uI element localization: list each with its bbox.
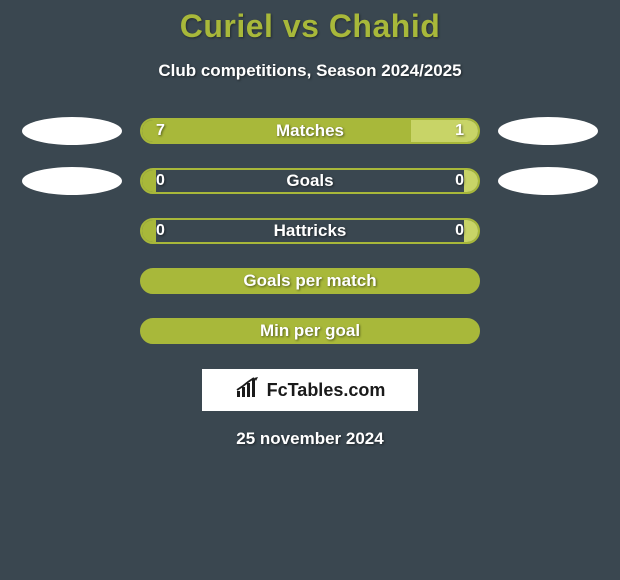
infographic-container: Curiel vs Chahid Club competitions, Seas… <box>0 0 620 580</box>
stat-left-value: 0 <box>142 220 156 242</box>
stat-right-value: 1 <box>411 120 478 142</box>
subtitle: Club competitions, Season 2024/2025 <box>0 61 620 81</box>
stat-right-value: 0 <box>464 170 478 192</box>
left-ellipse <box>22 167 122 195</box>
stat-row: Min per goal <box>0 317 620 345</box>
stat-bar-gap <box>156 220 464 242</box>
stat-row: 00Goals <box>0 167 620 195</box>
right-ellipse <box>498 117 598 145</box>
page-title: Curiel vs Chahid <box>0 0 620 45</box>
stat-bar: 00Hattricks <box>140 218 480 244</box>
stats-section: 71Matches00Goals00HattricksGoals per mat… <box>0 117 620 345</box>
stat-bar: 00Goals <box>140 168 480 194</box>
stat-row: 00Hattricks <box>0 217 620 245</box>
chart-icon <box>235 377 261 404</box>
stat-bar-gap <box>156 170 464 192</box>
logo-box: FcTables.com <box>202 369 418 411</box>
right-ellipse <box>498 167 598 195</box>
stat-row: Goals per match <box>0 267 620 295</box>
date-text: 25 november 2024 <box>0 429 620 449</box>
left-ellipse <box>22 117 122 145</box>
stat-left-value: 0 <box>142 170 156 192</box>
stat-bar: 71Matches <box>140 118 480 144</box>
logo-text: FcTables.com <box>267 380 386 401</box>
stat-row: 71Matches <box>0 117 620 145</box>
stat-bar-single: Goals per match <box>140 268 480 294</box>
stat-bar-single: Min per goal <box>140 318 480 344</box>
stat-left-value: 7 <box>142 120 411 142</box>
stat-right-value: 0 <box>464 220 478 242</box>
